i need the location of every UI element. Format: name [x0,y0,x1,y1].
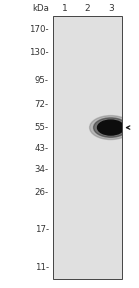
Text: 72-: 72- [34,100,49,109]
Text: 130-: 130- [29,48,49,58]
Text: 95-: 95- [35,76,49,85]
Text: 34-: 34- [34,165,49,174]
Text: 17-: 17- [34,225,49,234]
Text: 1: 1 [62,4,67,13]
Text: 55-: 55- [34,123,49,132]
Text: 43-: 43- [34,144,49,154]
Text: 11-: 11- [34,263,49,272]
Ellipse shape [94,118,128,137]
Text: 3: 3 [108,4,114,13]
Text: 170-: 170- [29,25,49,34]
Text: 2: 2 [85,4,90,13]
Text: kDa: kDa [32,4,49,13]
Ellipse shape [90,115,132,140]
Ellipse shape [98,120,124,135]
Text: 26-: 26- [34,188,49,197]
